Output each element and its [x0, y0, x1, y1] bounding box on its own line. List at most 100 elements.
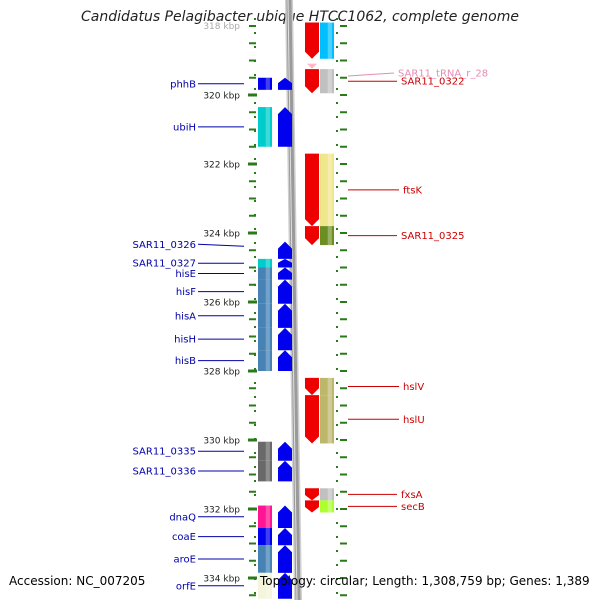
scale-dot	[336, 242, 338, 244]
scale-dot	[336, 438, 338, 440]
cog-bar-shine	[327, 226, 332, 246]
scale-dot	[336, 410, 338, 412]
scale-dot	[254, 102, 256, 104]
forward-gene-cog-bar	[258, 460, 272, 482]
scale-minor-tick	[340, 301, 347, 303]
forward-gene-cog-bar	[258, 77, 272, 90]
reverse-gene-cog-bar	[320, 500, 334, 513]
forward-gene-label: hisH	[174, 335, 196, 346]
forward-gene-cog-bar	[258, 505, 272, 528]
cog-bar-shine	[265, 107, 270, 147]
scale-minor-tick	[249, 25, 256, 27]
scale-minor-tick	[340, 421, 347, 424]
scale-minor-tick	[340, 76, 347, 79]
scale-major-tick	[248, 369, 257, 373]
scale-dot	[336, 424, 338, 426]
scale-minor-tick	[340, 473, 347, 476]
cog-bar-shine	[265, 258, 270, 268]
scale-minor-tick	[249, 128, 256, 131]
scale-dot	[254, 270, 256, 272]
scale-label: 320 kbp	[203, 92, 240, 102]
scale-dot	[254, 466, 256, 468]
forward-gene-cog-bar	[258, 327, 272, 351]
scale-minor-tick	[249, 352, 256, 355]
forward-gene-label: SAR11_0327	[133, 259, 197, 270]
forward-gene-cog-bar	[258, 258, 272, 268]
scale-minor-tick	[249, 542, 256, 545]
forward-gene-cog-bar	[258, 350, 272, 371]
scale-dot	[336, 74, 338, 76]
scale-dot	[336, 116, 338, 118]
forward-gene-label: dnaQ	[169, 512, 196, 523]
scale-dot	[336, 228, 338, 230]
scale-minor-tick	[340, 266, 347, 269]
scale-minor-tick	[340, 111, 347, 114]
scale-label: 324 kbp	[203, 230, 240, 240]
forward-gene-arrow	[278, 527, 292, 546]
scale-dot	[336, 368, 338, 370]
scale-minor-tick	[249, 111, 256, 114]
scale-minor-tick	[249, 387, 256, 390]
scale-dot	[254, 46, 256, 48]
forward-gene-cog-bar	[258, 241, 272, 259]
cog-bar-shine	[265, 572, 270, 599]
scale-minor-tick	[340, 525, 347, 528]
scale-dot	[254, 480, 256, 482]
scale-dot	[336, 46, 338, 48]
cog-bar-shine	[327, 22, 332, 59]
scale-dot	[336, 130, 338, 132]
cog-bar-shine	[327, 500, 332, 513]
scale-minor-tick	[340, 387, 347, 390]
scale-dot	[336, 144, 338, 146]
forward-gene-cog-bar	[258, 279, 272, 304]
scale-layer: 320 kbp 322 kbp 324 kbp 326 kbp 328 kbp 330 k…	[203, 18, 347, 597]
forward-gene-arrow	[278, 303, 292, 328]
reverse-gene-arrow	[305, 377, 319, 396]
scale-minor-tick	[340, 42, 347, 45]
scale-dot	[336, 354, 338, 356]
cog-bar-shine	[327, 395, 332, 444]
scale-minor-tick	[249, 421, 256, 424]
cog-bar-shine	[265, 303, 270, 328]
scale-dot	[254, 424, 256, 426]
scale-minor-tick	[340, 456, 347, 459]
forward-gene-arrow	[278, 572, 292, 599]
scale-dot	[336, 256, 338, 258]
forward-gene-label: ubiH	[173, 122, 196, 133]
scale-minor-tick	[249, 76, 256, 79]
reverse-gene-arrow	[305, 153, 319, 227]
scale-dot	[336, 494, 338, 496]
scale-minor-tick	[340, 577, 347, 579]
scale-minor-tick	[249, 490, 256, 493]
scale-minor-tick	[340, 508, 347, 510]
map-title: Candidatus Pelagibacter ubique HTCC1062,…	[80, 9, 519, 25]
scale-dot	[336, 592, 338, 594]
scale-minor-tick	[249, 180, 256, 183]
scale-minor-tick	[249, 404, 256, 407]
scale-dot	[336, 284, 338, 286]
reverse-gene-label: hslU	[403, 415, 425, 426]
scale-minor-tick	[249, 42, 256, 45]
scale-dot	[336, 564, 338, 566]
forward-gene-cog-bar	[258, 441, 272, 461]
scale-dot	[254, 88, 256, 90]
scale-major-tick	[248, 162, 257, 166]
reverse-gene-cog-bar	[320, 22, 334, 59]
scale-dot	[254, 312, 256, 314]
reverse-gene-arrow	[305, 500, 319, 513]
forward-gene-arrow	[278, 545, 292, 573]
scale-major-tick	[248, 231, 257, 235]
cog-bar-shine	[265, 505, 270, 528]
scale-dot	[336, 480, 338, 482]
scale-minor-tick	[340, 163, 347, 165]
cog-bar-shine	[265, 441, 270, 461]
scale-dot	[254, 200, 256, 202]
forward-gene-label: aroE	[174, 555, 196, 566]
scale-major-tick	[248, 438, 257, 442]
scale-dot	[336, 396, 338, 398]
scale-dot	[336, 340, 338, 342]
scale-dot	[254, 74, 256, 76]
forward-gene-arrow	[278, 350, 292, 371]
cog-bar-shine	[327, 377, 332, 396]
